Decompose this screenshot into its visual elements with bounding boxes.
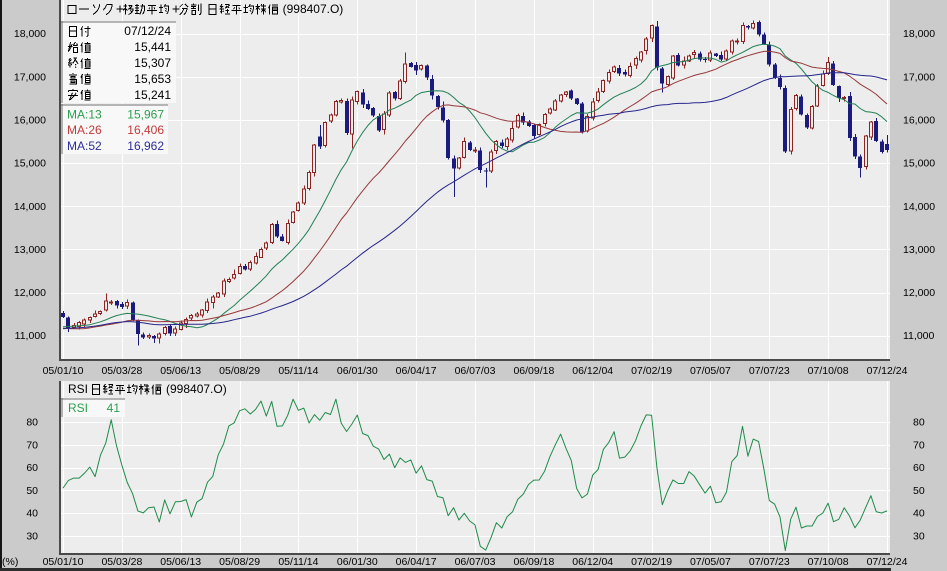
- svg-text:07/12/24: 07/12/24: [867, 556, 908, 568]
- svg-text:12,000: 12,000: [14, 287, 46, 299]
- svg-text:05/08/29: 05/08/29: [219, 556, 260, 568]
- svg-text:MA:52: MA:52: [67, 139, 102, 153]
- svg-text:07/05/07: 07/05/07: [690, 365, 731, 377]
- svg-text:06/01/30: 06/01/30: [337, 556, 378, 568]
- svg-text:15,653: 15,653: [134, 72, 171, 86]
- svg-text:17,000: 17,000: [903, 71, 935, 83]
- svg-text:05/03/28: 05/03/28: [101, 365, 142, 377]
- svg-text:07/07/23: 07/07/23: [749, 556, 790, 568]
- svg-text:16,962: 16,962: [127, 139, 164, 153]
- svg-text:15,000: 15,000: [14, 158, 46, 170]
- svg-text:06/09/18: 06/09/18: [513, 365, 554, 377]
- svg-text:05/03/28: 05/03/28: [101, 556, 142, 568]
- svg-text:18,000: 18,000: [14, 28, 46, 40]
- svg-text:07/02/19: 07/02/19: [631, 556, 672, 568]
- svg-text:05/08/29: 05/08/29: [219, 365, 260, 377]
- svg-text:15,000: 15,000: [903, 158, 935, 170]
- svg-text:16,000: 16,000: [14, 115, 46, 127]
- svg-text:RSI: RSI: [68, 401, 88, 415]
- svg-text:MA:13: MA:13: [67, 108, 102, 122]
- svg-text:05/11/14: 05/11/14: [278, 365, 318, 377]
- svg-text:13,000: 13,000: [14, 244, 46, 256]
- svg-text:05/01/10: 05/01/10: [43, 365, 84, 377]
- svg-text:40: 40: [26, 508, 38, 520]
- svg-text:70: 70: [913, 439, 925, 451]
- svg-text:13,000: 13,000: [903, 244, 935, 256]
- svg-text:15,967: 15,967: [127, 108, 164, 122]
- svg-text:50: 50: [26, 485, 38, 497]
- svg-text:60: 60: [913, 462, 925, 474]
- svg-text:70: 70: [26, 439, 38, 451]
- svg-text:(%): (%): [2, 556, 18, 568]
- svg-text:30: 30: [913, 531, 925, 543]
- svg-text:80: 80: [913, 417, 925, 429]
- svg-text:07/02/19: 07/02/19: [631, 365, 672, 377]
- svg-text:06/04/17: 06/04/17: [396, 365, 437, 377]
- svg-text:07/10/08: 07/10/08: [808, 365, 849, 377]
- svg-text:15,441: 15,441: [134, 40, 171, 54]
- svg-text:MA:26: MA:26: [67, 123, 102, 137]
- svg-text:50: 50: [913, 485, 925, 497]
- svg-text:15,241: 15,241: [134, 88, 171, 102]
- svg-text:11,000: 11,000: [15, 330, 46, 342]
- svg-text:14,000: 14,000: [14, 201, 46, 213]
- svg-text:05/01/10: 05/01/10: [43, 556, 84, 568]
- svg-text:06/04/17: 06/04/17: [396, 556, 437, 568]
- svg-text:16,406: 16,406: [127, 123, 164, 137]
- svg-text:07/05/07: 07/05/07: [690, 556, 731, 568]
- svg-text:06/12/04: 06/12/04: [572, 365, 613, 377]
- svg-text:60: 60: [26, 462, 38, 474]
- svg-text:07/12/24: 07/12/24: [867, 365, 908, 377]
- svg-text:RSI: RSI: [68, 382, 88, 396]
- svg-text:16,000: 16,000: [903, 115, 935, 127]
- svg-text:40: 40: [913, 508, 925, 520]
- svg-text:06/12/04: 06/12/04: [572, 556, 613, 568]
- svg-text:(998407.O): (998407.O): [166, 382, 227, 396]
- svg-text:07/10/08: 07/10/08: [808, 556, 849, 568]
- svg-text:05/06/13: 05/06/13: [160, 556, 201, 568]
- svg-text:11,000: 11,000: [903, 330, 934, 342]
- svg-text:15,307: 15,307: [134, 56, 171, 70]
- svg-text:05/06/13: 05/06/13: [160, 365, 201, 377]
- svg-text:41: 41: [107, 401, 121, 415]
- svg-text:06/07/03: 06/07/03: [455, 556, 496, 568]
- svg-text:06/01/30: 06/01/30: [337, 365, 378, 377]
- svg-text:06/07/03: 06/07/03: [455, 365, 496, 377]
- svg-text:17,000: 17,000: [14, 71, 46, 83]
- svg-text:80: 80: [26, 417, 38, 429]
- svg-text:05/11/14: 05/11/14: [278, 556, 318, 568]
- svg-text:(998407.O): (998407.O): [283, 2, 344, 16]
- svg-text:14,000: 14,000: [903, 201, 935, 213]
- svg-text:07/12/24: 07/12/24: [124, 24, 171, 38]
- svg-text:18,000: 18,000: [903, 28, 935, 40]
- svg-text:07/07/23: 07/07/23: [749, 365, 790, 377]
- svg-text:30: 30: [26, 531, 38, 543]
- svg-text:06/09/18: 06/09/18: [513, 556, 554, 568]
- svg-text:12,000: 12,000: [903, 287, 935, 299]
